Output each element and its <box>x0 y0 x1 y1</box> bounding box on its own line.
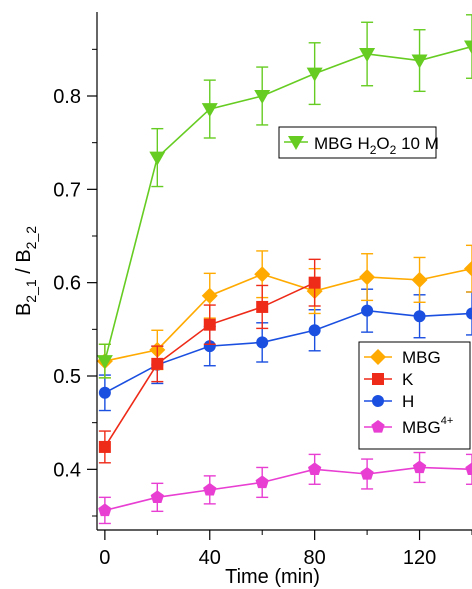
data-point <box>464 260 472 277</box>
y-tick-label: 0.5 <box>53 366 81 388</box>
data-point <box>413 310 426 323</box>
x-tick-label: 0 <box>99 547 110 569</box>
series-layer <box>96 14 472 525</box>
data-point <box>98 503 112 517</box>
data-point <box>359 48 376 62</box>
legend-label-h2o2: MBG H2O2 10 M <box>314 134 439 157</box>
legend-marker <box>371 420 385 433</box>
x-tick-label: 120 <box>403 547 436 569</box>
x-tick-label: 40 <box>199 547 221 569</box>
data-point <box>98 386 111 399</box>
data-point <box>361 304 374 317</box>
legend-label-mbg: MBG <box>402 348 441 367</box>
legend-marker <box>372 395 384 407</box>
data-point <box>308 324 321 337</box>
data-point <box>254 90 271 104</box>
data-point <box>254 266 271 283</box>
legend-label-k: K <box>402 370 414 389</box>
data-point <box>149 151 166 166</box>
data-point <box>203 482 217 496</box>
series-line-mbg <box>104 267 472 362</box>
data-point <box>464 40 472 55</box>
y-tick-label: 0.4 <box>53 459 81 481</box>
data-point <box>96 355 113 370</box>
data-point <box>306 67 323 82</box>
y-tick-label: 0.8 <box>53 86 81 108</box>
data-point <box>256 336 269 349</box>
legend-main: MBG KH MBG4+ <box>358 341 471 450</box>
y-tick-label: 0.7 <box>53 179 81 201</box>
data-point <box>203 340 216 353</box>
data-point <box>203 318 216 331</box>
data-point <box>466 307 472 320</box>
data-point <box>411 54 428 69</box>
data-point <box>465 462 472 475</box>
legend-marker <box>370 349 386 365</box>
axes-layer: 0.4 0.5 0.6 0.7 0.8 0 40 80 120 Time (min) B2_1 / … <box>13 12 472 588</box>
legend-label-h: H <box>402 392 414 411</box>
legend-layer: MBG H2O2 10 M MBG KH MBG4+ <box>278 126 471 450</box>
series-h2o2 <box>96 14 472 379</box>
data-point <box>201 103 218 118</box>
data-point <box>411 271 428 288</box>
series-line-mbg4 <box>104 466 472 512</box>
series-k <box>98 258 321 464</box>
data-point <box>150 490 164 503</box>
legend-marker <box>372 373 384 385</box>
series-line-h <box>104 309 472 394</box>
data-point <box>255 475 269 489</box>
y-tick-label: 0.6 <box>53 273 81 295</box>
data-point <box>151 357 164 370</box>
x-tick-label: 80 <box>304 547 326 569</box>
legend-marker <box>288 136 304 150</box>
legend-label-mbg4: MBG4+ <box>402 415 453 437</box>
data-point <box>98 440 111 453</box>
data-point <box>201 287 218 304</box>
data-point <box>412 460 427 474</box>
data-point <box>256 300 269 313</box>
x-axis-title: Time (min) <box>225 566 320 588</box>
data-point <box>359 269 376 286</box>
series-mbg4 <box>98 451 472 525</box>
data-point <box>360 467 374 480</box>
series-line-h2o2 <box>104 45 472 362</box>
y-axis-title: B2_1 / B2_2 <box>13 226 39 316</box>
data-point <box>307 462 322 475</box>
legend-h2o2: MBG H2O2 10 M <box>278 126 439 159</box>
data-point <box>308 276 321 289</box>
